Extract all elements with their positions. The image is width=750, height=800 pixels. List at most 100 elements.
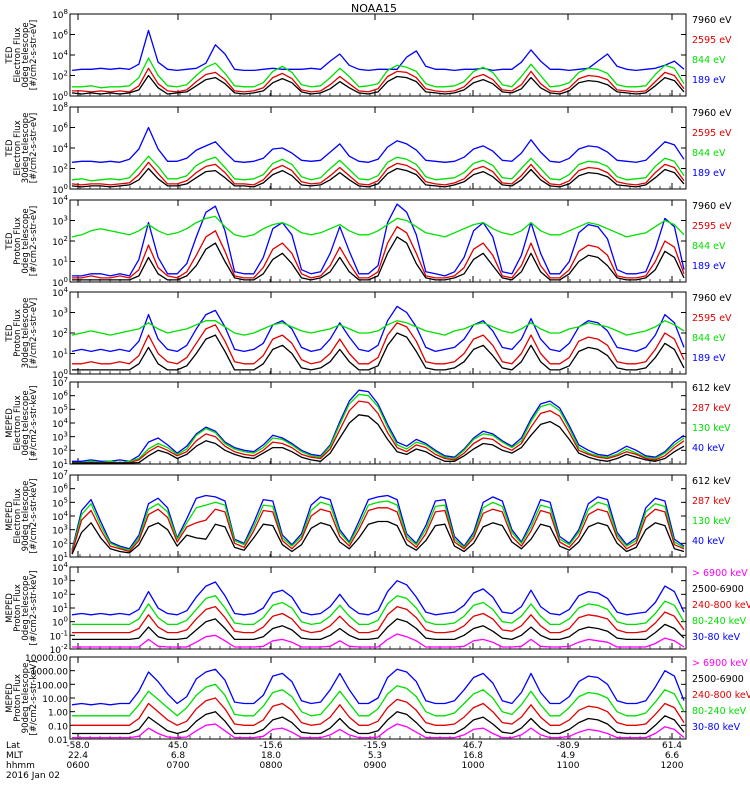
time-axis: LatMLThhmm-58.022.4060045.06.80700-15.61…: [6, 741, 684, 781]
panel-frame: [69, 566, 687, 650]
y-tick-label: 105: [52, 496, 68, 509]
y-axis-label-line: [#/cm2-s-str-eV]: [29, 20, 39, 90]
series-line: [71, 29, 685, 72]
series-line: [71, 500, 685, 552]
time-axis-row-label: Lat: [6, 741, 21, 751]
y-tick-label: 0.10: [48, 722, 68, 732]
time-axis-hhmm-value: 1200: [661, 761, 684, 771]
legend-label: 7960 eV: [692, 108, 732, 119]
series-line: [71, 167, 685, 188]
time-axis-lat-value: 61.4: [662, 741, 682, 751]
y-tick-label: 102: [52, 537, 68, 550]
y-tick-label: 100: [52, 90, 68, 103]
series-line: [72, 618, 685, 641]
y-axis-label-line: Electron Flux: [13, 395, 23, 450]
series-line: [72, 226, 685, 279]
time-axis-lat-value: 46.7: [463, 741, 483, 751]
y-axis-label-line: MEPED: [5, 408, 15, 438]
series-line: [71, 161, 685, 186]
y-tick-label: 10-1: [50, 629, 68, 642]
y-axis-label-line: 90deg telescope: [21, 663, 31, 734]
y-axis-label-line: 0deg telescope: [21, 575, 31, 640]
time-axis-mlt-value: 5.3: [368, 751, 382, 761]
legend-label: 612 keV: [692, 476, 731, 487]
time-axis-mlt-value: 22.4: [68, 751, 88, 761]
time-axis-mlt-value: 6.8: [171, 751, 186, 761]
panel-frame: [69, 106, 687, 190]
y-axis-label-line: 30deg telescope: [21, 113, 31, 184]
series-line: [71, 126, 685, 163]
series-line: [72, 605, 685, 634]
time-axis-mlt-value: 16.8: [463, 751, 483, 761]
y-tick-label: 0.01: [48, 736, 68, 746]
time-axis-hhmm-value: 0900: [364, 761, 387, 771]
y-axis-label-line: MEPED: [5, 683, 15, 713]
series-line: [71, 668, 685, 706]
y-tick-label: 106: [52, 390, 68, 403]
series-line: [72, 322, 685, 365]
series-line: [72, 723, 685, 739]
y-tick-label: 107: [52, 469, 68, 482]
y-axis-label-line: Proton Flux: [13, 584, 23, 632]
y-axis-label-line: [#/cm2-s-str-keV]: [29, 479, 39, 554]
y-axis-label-line: [#/cm2-s-str-keV]: [29, 661, 39, 736]
y-axis-label-line: 90deg telescope: [21, 481, 31, 552]
series-line: [71, 320, 685, 336]
time-axis-hhmm-value: 0800: [260, 761, 283, 771]
y-tick-label: 100.00: [37, 681, 69, 691]
legend-label: 240-800 keV: [692, 600, 750, 611]
y-tick-label: 103: [52, 431, 68, 444]
legend-label: 189 eV: [692, 75, 726, 86]
legend-label: 287 keV: [692, 496, 731, 507]
y-tick-label: 102: [52, 444, 68, 457]
legend-label: 130 keV: [692, 516, 731, 527]
series-line: [71, 494, 685, 551]
legend-label: 80-240 keV: [692, 706, 747, 717]
legend-label: 240-800 keV: [692, 690, 750, 701]
time-axis-lat-value: -58.0: [66, 741, 90, 751]
legend-label: 7960 eV: [692, 15, 732, 26]
y-axis-label-line: MEPED: [5, 501, 15, 531]
series-line: [72, 414, 685, 464]
y-tick-label: 102: [52, 235, 68, 248]
y-tick-label: 104: [52, 142, 68, 155]
y-tick-label: 106: [52, 122, 68, 135]
legend-label: 189 eV: [692, 261, 726, 272]
y-tick-label: 10.00: [42, 695, 68, 705]
y-tick-label: 1000.00: [31, 668, 68, 678]
y-tick-label: 106: [52, 29, 68, 42]
panel-8: 10000.00 1000.00 100.00 10.00 1.00 0.10 0.01 ME…: [5, 654, 750, 746]
series-line: [71, 155, 685, 182]
y-axis-label-line: TED: [5, 139, 15, 158]
y-axis-label-line: Proton Flux: [13, 674, 23, 722]
legend-label: 2500-6900: [692, 674, 744, 685]
legend-label: 7960 eV: [692, 201, 732, 212]
y-tick-label: 101: [52, 458, 68, 471]
legend-label: 2500-6900: [692, 584, 744, 595]
y-tick-label: 104: [52, 561, 68, 574]
y-tick-label: 102: [52, 163, 68, 176]
panel-frame: [69, 199, 687, 283]
y-tick-label: 104: [52, 49, 68, 62]
y-tick-label: 100: [52, 183, 68, 196]
y-axis-label-line: [#/cm2-s-str-eV]: [29, 298, 39, 368]
series-line: [72, 332, 685, 371]
series-line: [72, 389, 685, 462]
y-tick-label: 104: [52, 417, 68, 430]
legend-label: 30-80 keV: [692, 722, 741, 733]
time-axis-lat-value: -80.9: [556, 741, 580, 751]
y-tick-label: 103: [52, 524, 68, 537]
series-line: [72, 393, 685, 464]
series-line: [72, 236, 685, 281]
series-line: [72, 57, 685, 89]
series-line: [71, 580, 685, 616]
y-axis-label-line: 0deg telescope: [21, 208, 31, 273]
time-axis-lat-value: -15.6: [259, 741, 283, 751]
time-axis-hhmm-value: 1100: [557, 761, 580, 771]
y-tick-label: 10-2: [50, 643, 68, 656]
y-tick-label: 104: [52, 286, 68, 299]
